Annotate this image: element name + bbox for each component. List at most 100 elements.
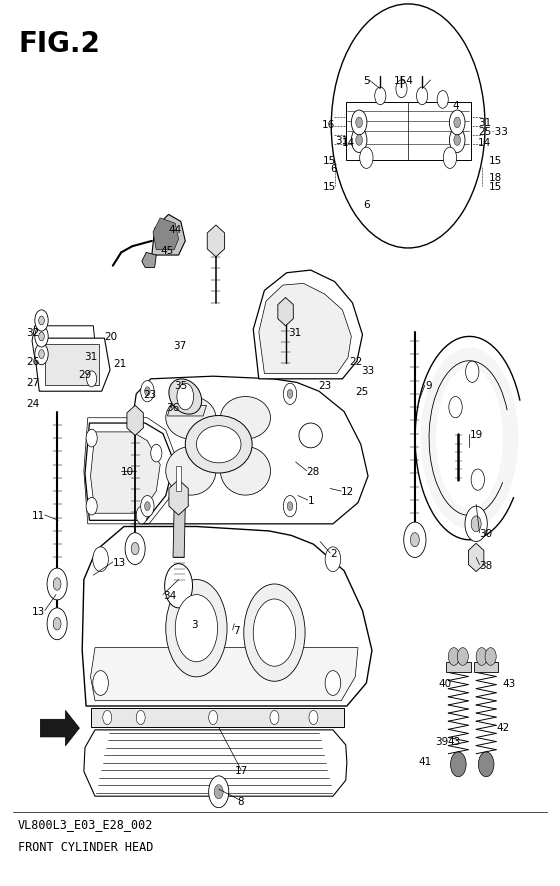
Circle shape xyxy=(214,785,223,799)
Polygon shape xyxy=(259,284,351,374)
Ellipse shape xyxy=(436,368,503,509)
Text: 28: 28 xyxy=(307,466,320,477)
Ellipse shape xyxy=(421,348,518,529)
Circle shape xyxy=(360,148,373,169)
Bar xyxy=(474,662,498,672)
Polygon shape xyxy=(468,544,484,572)
Circle shape xyxy=(253,599,296,666)
Polygon shape xyxy=(127,406,143,436)
Circle shape xyxy=(449,128,465,153)
Circle shape xyxy=(86,430,97,447)
Bar xyxy=(91,708,344,727)
Circle shape xyxy=(35,326,48,347)
Circle shape xyxy=(93,671,109,696)
Text: 31: 31 xyxy=(335,136,348,146)
Circle shape xyxy=(244,584,305,681)
Bar xyxy=(346,103,471,160)
Text: 1: 1 xyxy=(308,495,315,505)
Polygon shape xyxy=(169,480,188,516)
Text: 22: 22 xyxy=(349,357,363,367)
Text: 23: 23 xyxy=(318,381,331,391)
Circle shape xyxy=(465,361,479,383)
Circle shape xyxy=(449,648,459,665)
Text: FIG.2: FIG.2 xyxy=(18,29,100,58)
Circle shape xyxy=(125,533,145,565)
Circle shape xyxy=(47,608,67,640)
Circle shape xyxy=(478,752,494,777)
Circle shape xyxy=(351,111,367,136)
Polygon shape xyxy=(207,226,225,258)
Circle shape xyxy=(471,517,481,532)
Ellipse shape xyxy=(166,447,216,495)
Circle shape xyxy=(47,569,67,600)
Circle shape xyxy=(86,498,97,516)
Circle shape xyxy=(457,648,468,665)
Polygon shape xyxy=(132,377,368,525)
Ellipse shape xyxy=(221,447,270,495)
Circle shape xyxy=(87,371,97,387)
Circle shape xyxy=(449,111,465,136)
Circle shape xyxy=(437,91,449,109)
Circle shape xyxy=(39,316,44,325)
Polygon shape xyxy=(82,527,372,706)
Circle shape xyxy=(141,496,154,517)
Circle shape xyxy=(351,128,367,153)
Text: 17: 17 xyxy=(235,765,248,774)
Text: 13: 13 xyxy=(31,606,45,616)
Text: 35: 35 xyxy=(174,381,188,391)
Circle shape xyxy=(283,384,297,405)
Polygon shape xyxy=(153,219,179,251)
Circle shape xyxy=(166,580,227,677)
Ellipse shape xyxy=(197,426,241,463)
Ellipse shape xyxy=(169,379,202,415)
Text: 31: 31 xyxy=(84,352,97,361)
Text: 16: 16 xyxy=(321,120,335,130)
Text: 8: 8 xyxy=(237,796,244,805)
Circle shape xyxy=(136,507,147,525)
Text: 15: 15 xyxy=(489,155,502,166)
Circle shape xyxy=(144,502,150,511)
Circle shape xyxy=(39,350,44,359)
Text: 44: 44 xyxy=(169,224,182,234)
Circle shape xyxy=(404,523,426,558)
Circle shape xyxy=(325,671,340,696)
Ellipse shape xyxy=(166,397,216,439)
Circle shape xyxy=(103,711,111,725)
Text: 23: 23 xyxy=(143,390,157,400)
Polygon shape xyxy=(142,253,156,268)
Text: 4: 4 xyxy=(452,101,459,111)
Polygon shape xyxy=(84,730,347,797)
Circle shape xyxy=(476,648,487,665)
Text: VL800L3_E03_E28_002: VL800L3_E03_E28_002 xyxy=(18,818,153,830)
Circle shape xyxy=(35,344,48,365)
Circle shape xyxy=(396,81,407,98)
Text: 27: 27 xyxy=(26,378,39,388)
Text: 42: 42 xyxy=(496,722,510,733)
Polygon shape xyxy=(173,507,185,558)
Ellipse shape xyxy=(185,416,252,473)
Circle shape xyxy=(151,445,162,462)
Text: 31: 31 xyxy=(288,328,302,338)
Text: 19: 19 xyxy=(469,429,483,439)
Circle shape xyxy=(209,711,218,725)
Polygon shape xyxy=(91,648,358,701)
Circle shape xyxy=(283,496,297,517)
Text: 26: 26 xyxy=(26,357,39,367)
Text: 24: 24 xyxy=(26,399,39,408)
Polygon shape xyxy=(32,326,95,359)
Text: 32: 32 xyxy=(26,328,39,338)
Text: 15: 15 xyxy=(323,182,336,192)
Circle shape xyxy=(35,310,48,331)
Text: FRONT CYLINDER HEAD: FRONT CYLINDER HEAD xyxy=(18,841,153,853)
Text: 20: 20 xyxy=(105,332,118,342)
Circle shape xyxy=(444,148,456,169)
Circle shape xyxy=(144,387,150,396)
Text: 34: 34 xyxy=(163,590,176,600)
Bar xyxy=(45,345,100,385)
Text: 37: 37 xyxy=(173,341,186,351)
Polygon shape xyxy=(36,338,110,392)
Text: 11: 11 xyxy=(31,510,45,520)
Circle shape xyxy=(309,711,318,725)
Circle shape xyxy=(165,564,193,608)
Text: 21: 21 xyxy=(113,359,126,369)
